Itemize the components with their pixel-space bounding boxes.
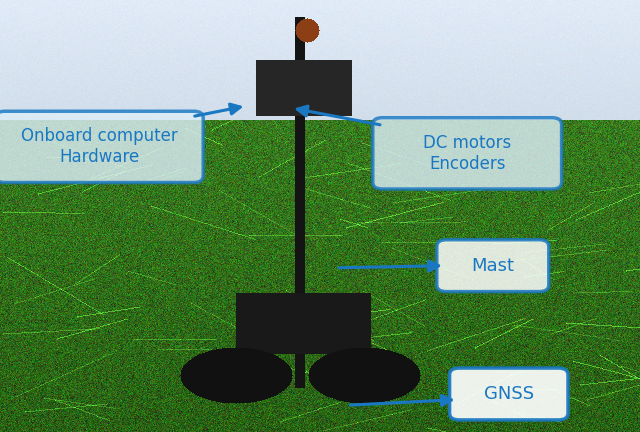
- Text: DC motors
Encoders: DC motors Encoders: [423, 134, 511, 173]
- FancyBboxPatch shape: [450, 368, 568, 420]
- FancyBboxPatch shape: [372, 118, 562, 189]
- FancyBboxPatch shape: [0, 111, 203, 182]
- Text: GNSS: GNSS: [484, 385, 534, 403]
- Text: Onboard computer
Hardware: Onboard computer Hardware: [21, 127, 177, 166]
- Text: Mast: Mast: [471, 257, 515, 275]
- FancyBboxPatch shape: [437, 240, 548, 292]
